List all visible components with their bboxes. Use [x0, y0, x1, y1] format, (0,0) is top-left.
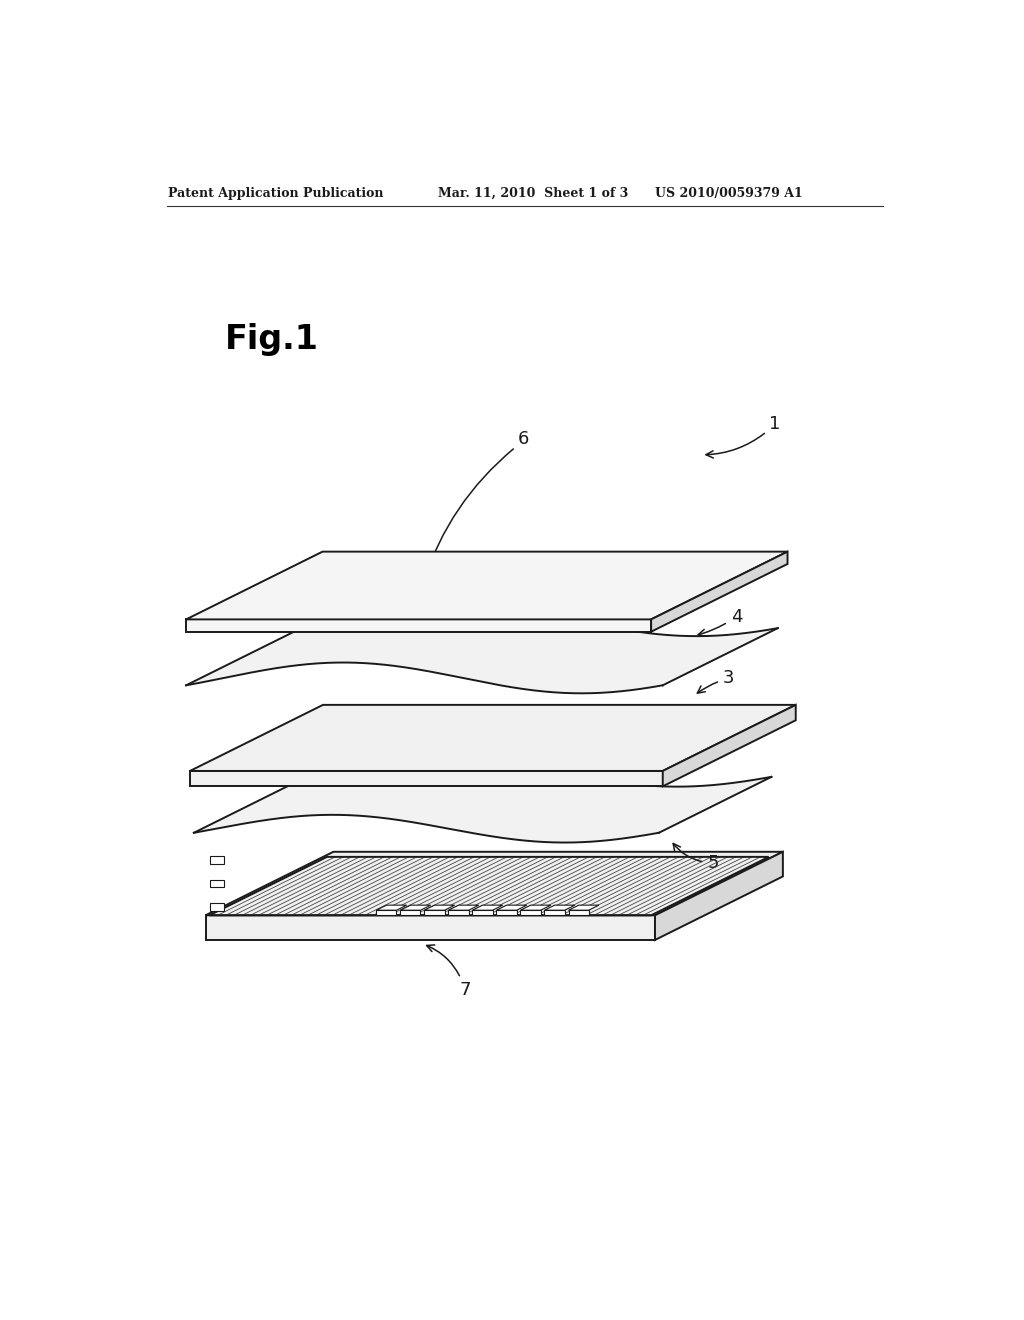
- Polygon shape: [194, 759, 771, 842]
- Polygon shape: [545, 911, 564, 915]
- Polygon shape: [206, 851, 783, 915]
- Polygon shape: [651, 552, 787, 632]
- Text: 3: 3: [697, 669, 734, 693]
- Polygon shape: [545, 906, 574, 911]
- Polygon shape: [497, 906, 526, 911]
- Polygon shape: [568, 906, 599, 911]
- Polygon shape: [424, 906, 455, 911]
- Polygon shape: [186, 552, 787, 619]
- Polygon shape: [568, 911, 589, 915]
- Polygon shape: [210, 903, 224, 911]
- Polygon shape: [520, 906, 551, 911]
- Polygon shape: [655, 851, 783, 940]
- Polygon shape: [472, 911, 493, 915]
- Text: Mar. 11, 2010  Sheet 1 of 3: Mar. 11, 2010 Sheet 1 of 3: [438, 186, 629, 199]
- Polygon shape: [400, 911, 421, 915]
- Polygon shape: [400, 906, 431, 911]
- Polygon shape: [376, 911, 396, 915]
- Polygon shape: [520, 911, 541, 915]
- Polygon shape: [449, 911, 469, 915]
- Polygon shape: [190, 705, 796, 771]
- Polygon shape: [210, 855, 224, 863]
- Text: 7: 7: [427, 945, 471, 999]
- Text: 2: 2: [713, 553, 762, 576]
- Text: 6: 6: [517, 430, 529, 449]
- Polygon shape: [663, 705, 796, 787]
- Polygon shape: [206, 915, 655, 940]
- Polygon shape: [424, 911, 444, 915]
- Text: US 2010/0059379 A1: US 2010/0059379 A1: [655, 186, 803, 199]
- Polygon shape: [497, 911, 516, 915]
- Polygon shape: [186, 619, 651, 632]
- Text: 1: 1: [706, 414, 781, 458]
- Polygon shape: [376, 906, 407, 911]
- Text: 4: 4: [698, 607, 742, 636]
- Polygon shape: [190, 771, 663, 787]
- Text: Patent Application Publication: Patent Application Publication: [168, 186, 384, 199]
- Polygon shape: [210, 879, 224, 887]
- Text: Fig.1: Fig.1: [225, 323, 318, 356]
- Polygon shape: [449, 906, 479, 911]
- Text: 5: 5: [673, 843, 719, 873]
- Polygon shape: [186, 606, 778, 693]
- Polygon shape: [472, 906, 503, 911]
